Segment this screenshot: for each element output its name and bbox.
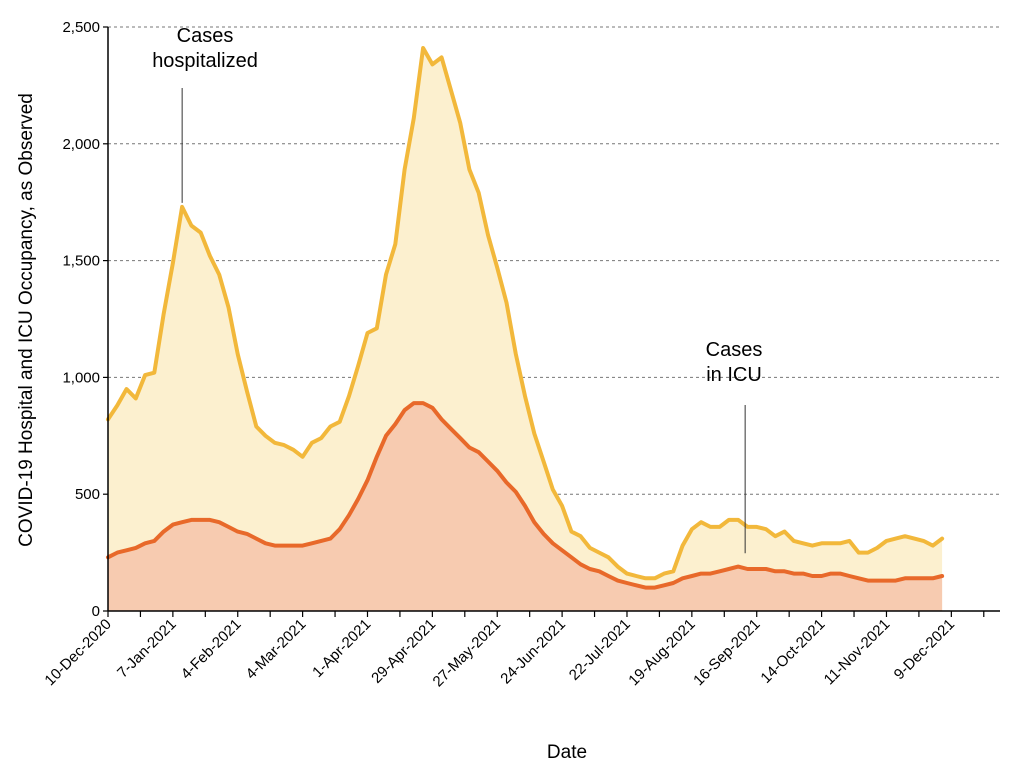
x-axis-title: Date	[547, 742, 587, 763]
hospitalized-area	[108, 48, 943, 611]
y-tick-label: 1,500	[62, 253, 100, 270]
x-tick-label: 9-Dec-2021	[891, 616, 958, 683]
annotation-text: Cases	[177, 25, 234, 47]
x-tick-label: 1-Apr-2021	[309, 616, 374, 681]
y-tick-label: 1,000	[62, 369, 100, 386]
x-tick-label: 29-Apr-2021	[368, 616, 439, 687]
x-tick-label: 27-May-2021	[430, 616, 505, 691]
annotation-text: Cases	[706, 339, 763, 361]
y-tick-label: 2,000	[62, 136, 100, 153]
x-tick-label: 16-Sep-2021	[690, 616, 763, 689]
hospitalized-line	[106, 46, 945, 581]
x-tick-label: 4-Feb-2021	[178, 616, 245, 683]
x-tick-label: 11-Nov-2021	[821, 616, 894, 689]
y-axis-title: COVID-19 Hospital and ICU Occupancy, as …	[16, 93, 37, 547]
x-tick-label: 14-Oct-2021	[757, 616, 828, 687]
x-tick-label: 10-Dec-2020	[41, 616, 114, 689]
area-layer	[106, 46, 945, 611]
y-tick-label: 0	[92, 603, 100, 620]
y-tick-label: 500	[75, 486, 100, 503]
x-tick-label: 22-Jul-2021	[566, 616, 634, 684]
annotation-text: in ICU	[706, 364, 762, 386]
x-tick-label: 4-Mar-2021	[243, 616, 310, 683]
icu-line	[106, 401, 945, 590]
annotation-text: hospitalized	[152, 50, 258, 72]
y-tick-label: 2,500	[62, 19, 100, 36]
x-tick-label: 7-Jan-2021	[114, 616, 180, 682]
x-tick-label: 19-Aug-2021	[625, 616, 698, 689]
annotation-layer: Cases hospitalized Cases in ICU	[152, 25, 763, 554]
x-tick-label: 24-Jun-2021	[497, 616, 569, 688]
